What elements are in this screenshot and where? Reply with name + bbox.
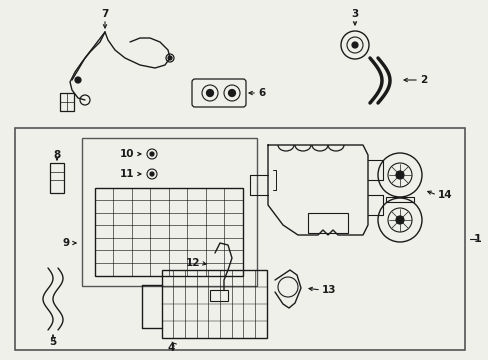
- Circle shape: [75, 77, 81, 83]
- Text: 9: 9: [62, 238, 69, 248]
- Text: 7: 7: [101, 9, 108, 19]
- Text: 3: 3: [351, 9, 358, 19]
- Bar: [95, 188, 243, 276]
- Circle shape: [395, 171, 403, 179]
- Text: 6: 6: [258, 88, 264, 98]
- Bar: [50, 163, 64, 193]
- Bar: [60, 93, 74, 111]
- Text: 14: 14: [437, 190, 452, 200]
- Text: 8: 8: [53, 150, 61, 160]
- Circle shape: [351, 42, 357, 48]
- Text: 13: 13: [321, 285, 336, 295]
- Circle shape: [228, 90, 235, 96]
- Text: 12: 12: [185, 258, 200, 268]
- Text: 1: 1: [473, 234, 481, 244]
- Circle shape: [206, 90, 213, 96]
- Bar: [209, 290, 227, 301]
- Circle shape: [150, 152, 154, 156]
- Bar: [385, 197, 413, 202]
- Bar: [15, 128, 464, 350]
- Text: 5: 5: [49, 337, 57, 347]
- Bar: [82, 138, 257, 286]
- Circle shape: [395, 216, 403, 224]
- Circle shape: [150, 172, 154, 176]
- Text: 4: 4: [167, 343, 175, 353]
- Circle shape: [168, 56, 172, 60]
- Text: 10: 10: [119, 149, 134, 159]
- Bar: [307, 213, 347, 233]
- Text: 11: 11: [119, 169, 134, 179]
- Text: 2: 2: [419, 75, 427, 85]
- Bar: [162, 270, 266, 338]
